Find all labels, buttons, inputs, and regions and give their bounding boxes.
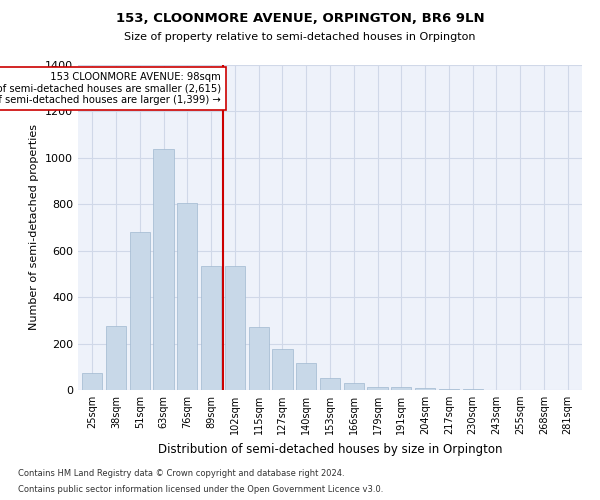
Bar	[82, 372, 103, 390]
Bar	[154, 148, 173, 390]
Text: Contains public sector information licensed under the Open Government Licence v3: Contains public sector information licen…	[18, 485, 383, 494]
Text: 153 CLOONMORE AVENUE: 98sqm
← 64% of semi-detached houses are smaller (2,615)
  : 153 CLOONMORE AVENUE: 98sqm ← 64% of sem…	[0, 72, 221, 105]
Bar	[201, 266, 221, 390]
Bar	[344, 383, 364, 390]
Bar	[272, 350, 293, 390]
Bar	[130, 232, 150, 390]
Bar	[391, 387, 412, 390]
Bar	[439, 389, 459, 390]
Bar	[248, 328, 269, 390]
Bar	[415, 388, 435, 390]
Text: Size of property relative to semi-detached houses in Orpington: Size of property relative to semi-detach…	[124, 32, 476, 42]
Text: 153, CLOONMORE AVENUE, ORPINGTON, BR6 9LN: 153, CLOONMORE AVENUE, ORPINGTON, BR6 9L…	[116, 12, 484, 26]
Bar	[296, 364, 316, 390]
X-axis label: Distribution of semi-detached houses by size in Orpington: Distribution of semi-detached houses by …	[158, 442, 502, 456]
Bar	[367, 386, 388, 390]
Bar	[177, 203, 197, 390]
Bar	[106, 326, 126, 390]
Bar	[320, 378, 340, 390]
Bar	[225, 266, 245, 390]
Y-axis label: Number of semi-detached properties: Number of semi-detached properties	[29, 124, 40, 330]
Text: Contains HM Land Registry data © Crown copyright and database right 2024.: Contains HM Land Registry data © Crown c…	[18, 468, 344, 477]
